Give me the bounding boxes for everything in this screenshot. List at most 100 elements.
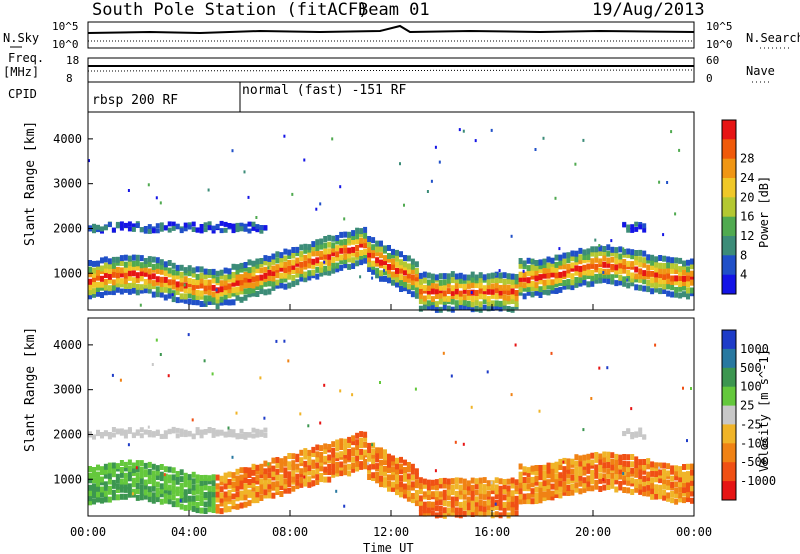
data-cell — [642, 475, 647, 482]
data-cell — [359, 231, 364, 238]
data-cell — [147, 287, 152, 294]
data-cell — [662, 273, 667, 280]
data-cell — [223, 431, 228, 437]
data-cell — [119, 471, 124, 478]
data-cell — [199, 277, 204, 284]
data-cell — [151, 291, 156, 298]
colorbar-swatch — [722, 274, 736, 295]
data-cell — [642, 278, 647, 285]
data-cell — [239, 279, 244, 286]
data-cell — [155, 487, 160, 494]
data-cell — [399, 274, 403, 281]
data-cell — [307, 274, 312, 281]
data-cell — [235, 434, 240, 440]
data-cell — [287, 259, 292, 266]
data-cell — [391, 474, 395, 481]
data-cell — [263, 255, 268, 262]
data-cell — [490, 288, 495, 295]
data-cell — [183, 267, 188, 274]
data-cell — [363, 252, 368, 259]
data-cell — [151, 273, 156, 280]
data-cell — [406, 479, 411, 486]
data-cell — [462, 504, 467, 511]
data-cell — [422, 507, 427, 514]
data-cell — [347, 436, 352, 443]
data-cell — [658, 180, 661, 184]
data-cell — [618, 279, 623, 286]
data-cell — [590, 473, 595, 479]
data-cell — [558, 464, 563, 470]
data-cell — [470, 271, 475, 278]
data-cell — [163, 225, 168, 231]
data-cell — [207, 485, 212, 492]
data-cell — [291, 268, 296, 274]
data-cell — [570, 284, 575, 291]
data-cell — [175, 284, 180, 291]
data-cell — [139, 478, 144, 485]
data-cell — [526, 467, 531, 474]
data-cell — [418, 298, 423, 305]
data-cell — [88, 484, 92, 491]
data-cell — [167, 374, 170, 378]
data-cell — [207, 279, 212, 286]
data-cell — [514, 343, 517, 347]
data-cell — [375, 246, 380, 253]
data-cell — [115, 277, 120, 284]
data-cell — [115, 272, 120, 279]
data-cell — [490, 283, 495, 290]
data-cell — [239, 502, 244, 509]
data-cell — [490, 484, 495, 491]
data-cell — [474, 509, 479, 516]
data-cell — [450, 285, 455, 292]
data-cell — [339, 444, 344, 450]
data-cell — [335, 238, 340, 245]
data-cell — [123, 465, 128, 472]
data-cell — [195, 484, 200, 491]
data-cell — [127, 255, 132, 262]
data-cell — [267, 266, 270, 270]
data-cell — [650, 493, 655, 500]
data-cell — [434, 512, 439, 519]
data-cell — [598, 245, 603, 252]
data-cell — [622, 472, 625, 475]
data-cell — [163, 270, 168, 277]
data-cell — [191, 478, 196, 485]
data-cell — [139, 484, 144, 491]
data-cell — [578, 480, 583, 487]
data-cell — [634, 467, 639, 474]
data-cell — [494, 493, 499, 500]
data-cell — [550, 257, 555, 264]
data-cell — [255, 491, 260, 498]
data-cell — [430, 299, 435, 306]
data-cell — [542, 474, 547, 481]
data-cell — [570, 250, 575, 257]
data-cell — [666, 181, 669, 184]
data-cell — [187, 281, 192, 288]
data-cell — [207, 269, 212, 275]
data-cell — [518, 281, 523, 288]
data-cell — [646, 264, 651, 271]
data-cell — [422, 271, 427, 278]
colorbar-swatch — [722, 178, 736, 198]
data-cell — [263, 460, 268, 467]
data-cell — [494, 293, 499, 300]
data-cell — [295, 250, 300, 257]
data-cell — [395, 468, 399, 475]
data-cell — [410, 497, 415, 504]
data-cell — [311, 469, 316, 476]
data-cell — [111, 279, 116, 286]
data-cell — [287, 471, 292, 478]
data-cell — [454, 500, 459, 507]
data-cell — [299, 251, 304, 258]
data-cell — [379, 452, 383, 459]
data-cell — [283, 255, 288, 262]
data-cell — [642, 273, 647, 280]
data-cell — [199, 429, 204, 435]
data-cell — [243, 282, 248, 289]
data-cell — [406, 495, 411, 502]
data-cell — [466, 282, 471, 289]
data-cell — [438, 491, 443, 498]
data-cell — [582, 469, 587, 476]
data-cell — [582, 138, 585, 142]
data-cell — [478, 499, 483, 506]
